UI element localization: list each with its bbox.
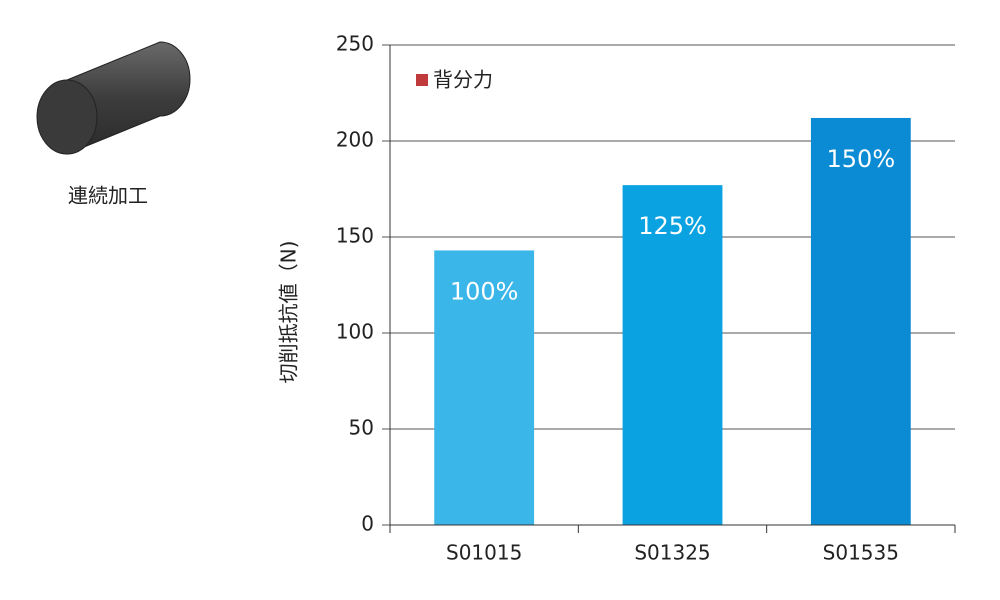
cylinder-icon bbox=[36, 41, 191, 155]
bar-annotation: 100% bbox=[450, 277, 519, 305]
y-tick-label: 100 bbox=[336, 320, 374, 344]
y-tick-label: 200 bbox=[336, 128, 374, 152]
bar-annotation: 125% bbox=[638, 212, 707, 240]
legend-label: 背分力 bbox=[433, 68, 493, 92]
bar bbox=[434, 250, 535, 525]
x-tick-label: S01015 bbox=[446, 541, 522, 565]
legend-marker bbox=[416, 74, 428, 86]
y-axis-label: 切削抵抗値（N) bbox=[277, 241, 301, 384]
y-tick-label: 250 bbox=[336, 32, 374, 56]
y-tick-label: 50 bbox=[349, 416, 374, 440]
x-tick-label: S01535 bbox=[823, 541, 899, 565]
bar bbox=[810, 117, 911, 526]
bar-annotation: 150% bbox=[827, 145, 896, 173]
side-label: 連続加工 bbox=[68, 184, 148, 208]
y-tick-label: 0 bbox=[361, 512, 374, 536]
y-tick-label: 150 bbox=[336, 224, 374, 248]
x-tick-label: S01325 bbox=[634, 541, 710, 565]
bar bbox=[622, 185, 723, 525]
